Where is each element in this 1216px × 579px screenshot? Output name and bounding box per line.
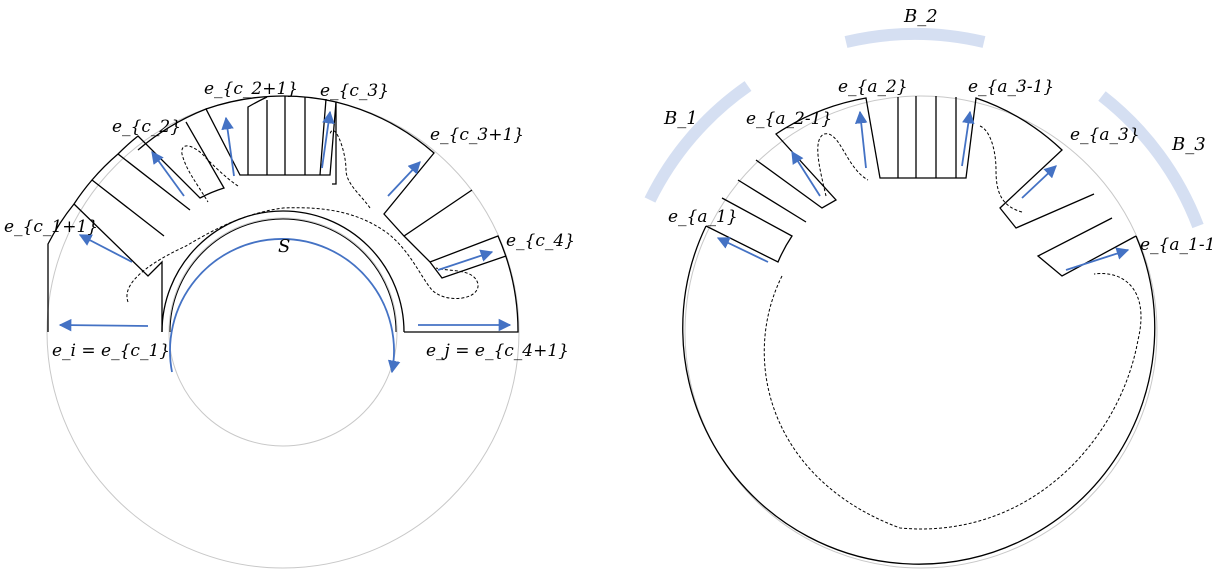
right-panel: B_1 B_2 B_3 e_{a_1} e_{a_2-1} e_{a_2} e_… — [644, 6, 1216, 569]
label-b3: B_3 — [1171, 134, 1206, 155]
label-ej: e_j = e_{c_4+1} — [426, 341, 569, 361]
left-panel: S e_i = e_{c_1} e_j = e_{c_4+1} e_{c_1+1… — [4, 79, 575, 569]
label-a3: e_{a_3} — [1070, 125, 1140, 145]
right-arrow-a1 — [716, 237, 769, 263]
left-center-label: S — [278, 236, 290, 257]
block-band-b2 — [844, 27, 986, 48]
label-c2p1: e_{c_2+1} — [204, 79, 298, 99]
label-ei: e_i = e_{c_1} — [52, 341, 170, 361]
left-top-block-outline — [205, 95, 337, 185]
right-arrow-a2m1 — [791, 150, 821, 197]
left-arrow-c2 — [151, 150, 185, 197]
left-blue-arc — [169, 238, 401, 374]
block-band-b3 — [1098, 91, 1204, 229]
right-outer-arc — [682, 225, 1156, 565]
label-c3: e_{c_3} — [320, 81, 389, 101]
label-c1p1: e_{c_1+1} — [4, 217, 98, 237]
left-arrow-c2p1 — [221, 116, 235, 177]
left-comb-outline — [47, 121, 225, 332]
left-arrow-c3p1 — [387, 161, 421, 197]
block-band-b1 — [644, 81, 752, 203]
left-arrow-c1p1 — [78, 234, 133, 263]
left-arrow-c3 — [321, 110, 335, 169]
left-dotted-path — [126, 207, 479, 303]
left-inner-arc-2 — [169, 218, 397, 333]
label-c4: e_{c_4} — [506, 231, 575, 251]
label-a2: e_{a_2} — [838, 77, 908, 97]
label-a3m1: e_{a_3-1} — [968, 77, 1054, 97]
right-top-teeth — [897, 96, 957, 178]
right-arrow-a1m1 — [1065, 247, 1130, 271]
left-inner-circle-faint — [168, 217, 398, 447]
right-arrow-a3m1 — [961, 110, 975, 167]
label-c3p1: e_{c_3+1} — [430, 125, 524, 145]
left-arrow-ei — [58, 318, 149, 332]
right-comb-left — [705, 97, 1137, 277]
label-b2: B_2 — [903, 6, 938, 27]
left-right-block — [335, 101, 519, 333]
label-c2: e_{c_2} — [112, 117, 181, 137]
right-arrow-a3 — [1021, 165, 1057, 199]
right-dotted-path — [763, 273, 1142, 530]
left-arrow-c4 — [437, 249, 494, 271]
label-b1: B_1 — [663, 108, 698, 129]
label-a2m1: e_{a_2-1} — [746, 109, 832, 129]
label-a1: e_{a_1} — [668, 207, 738, 227]
label-a1m1: e_{a_1-1} — [1140, 235, 1216, 255]
left-dotted-bumps — [181, 130, 371, 209]
left-inner-arc — [161, 210, 405, 333]
right-dotted-bumps — [817, 125, 1023, 213]
right-outer-circle-faint — [684, 95, 1158, 569]
right-arrow-a2 — [854, 110, 868, 169]
